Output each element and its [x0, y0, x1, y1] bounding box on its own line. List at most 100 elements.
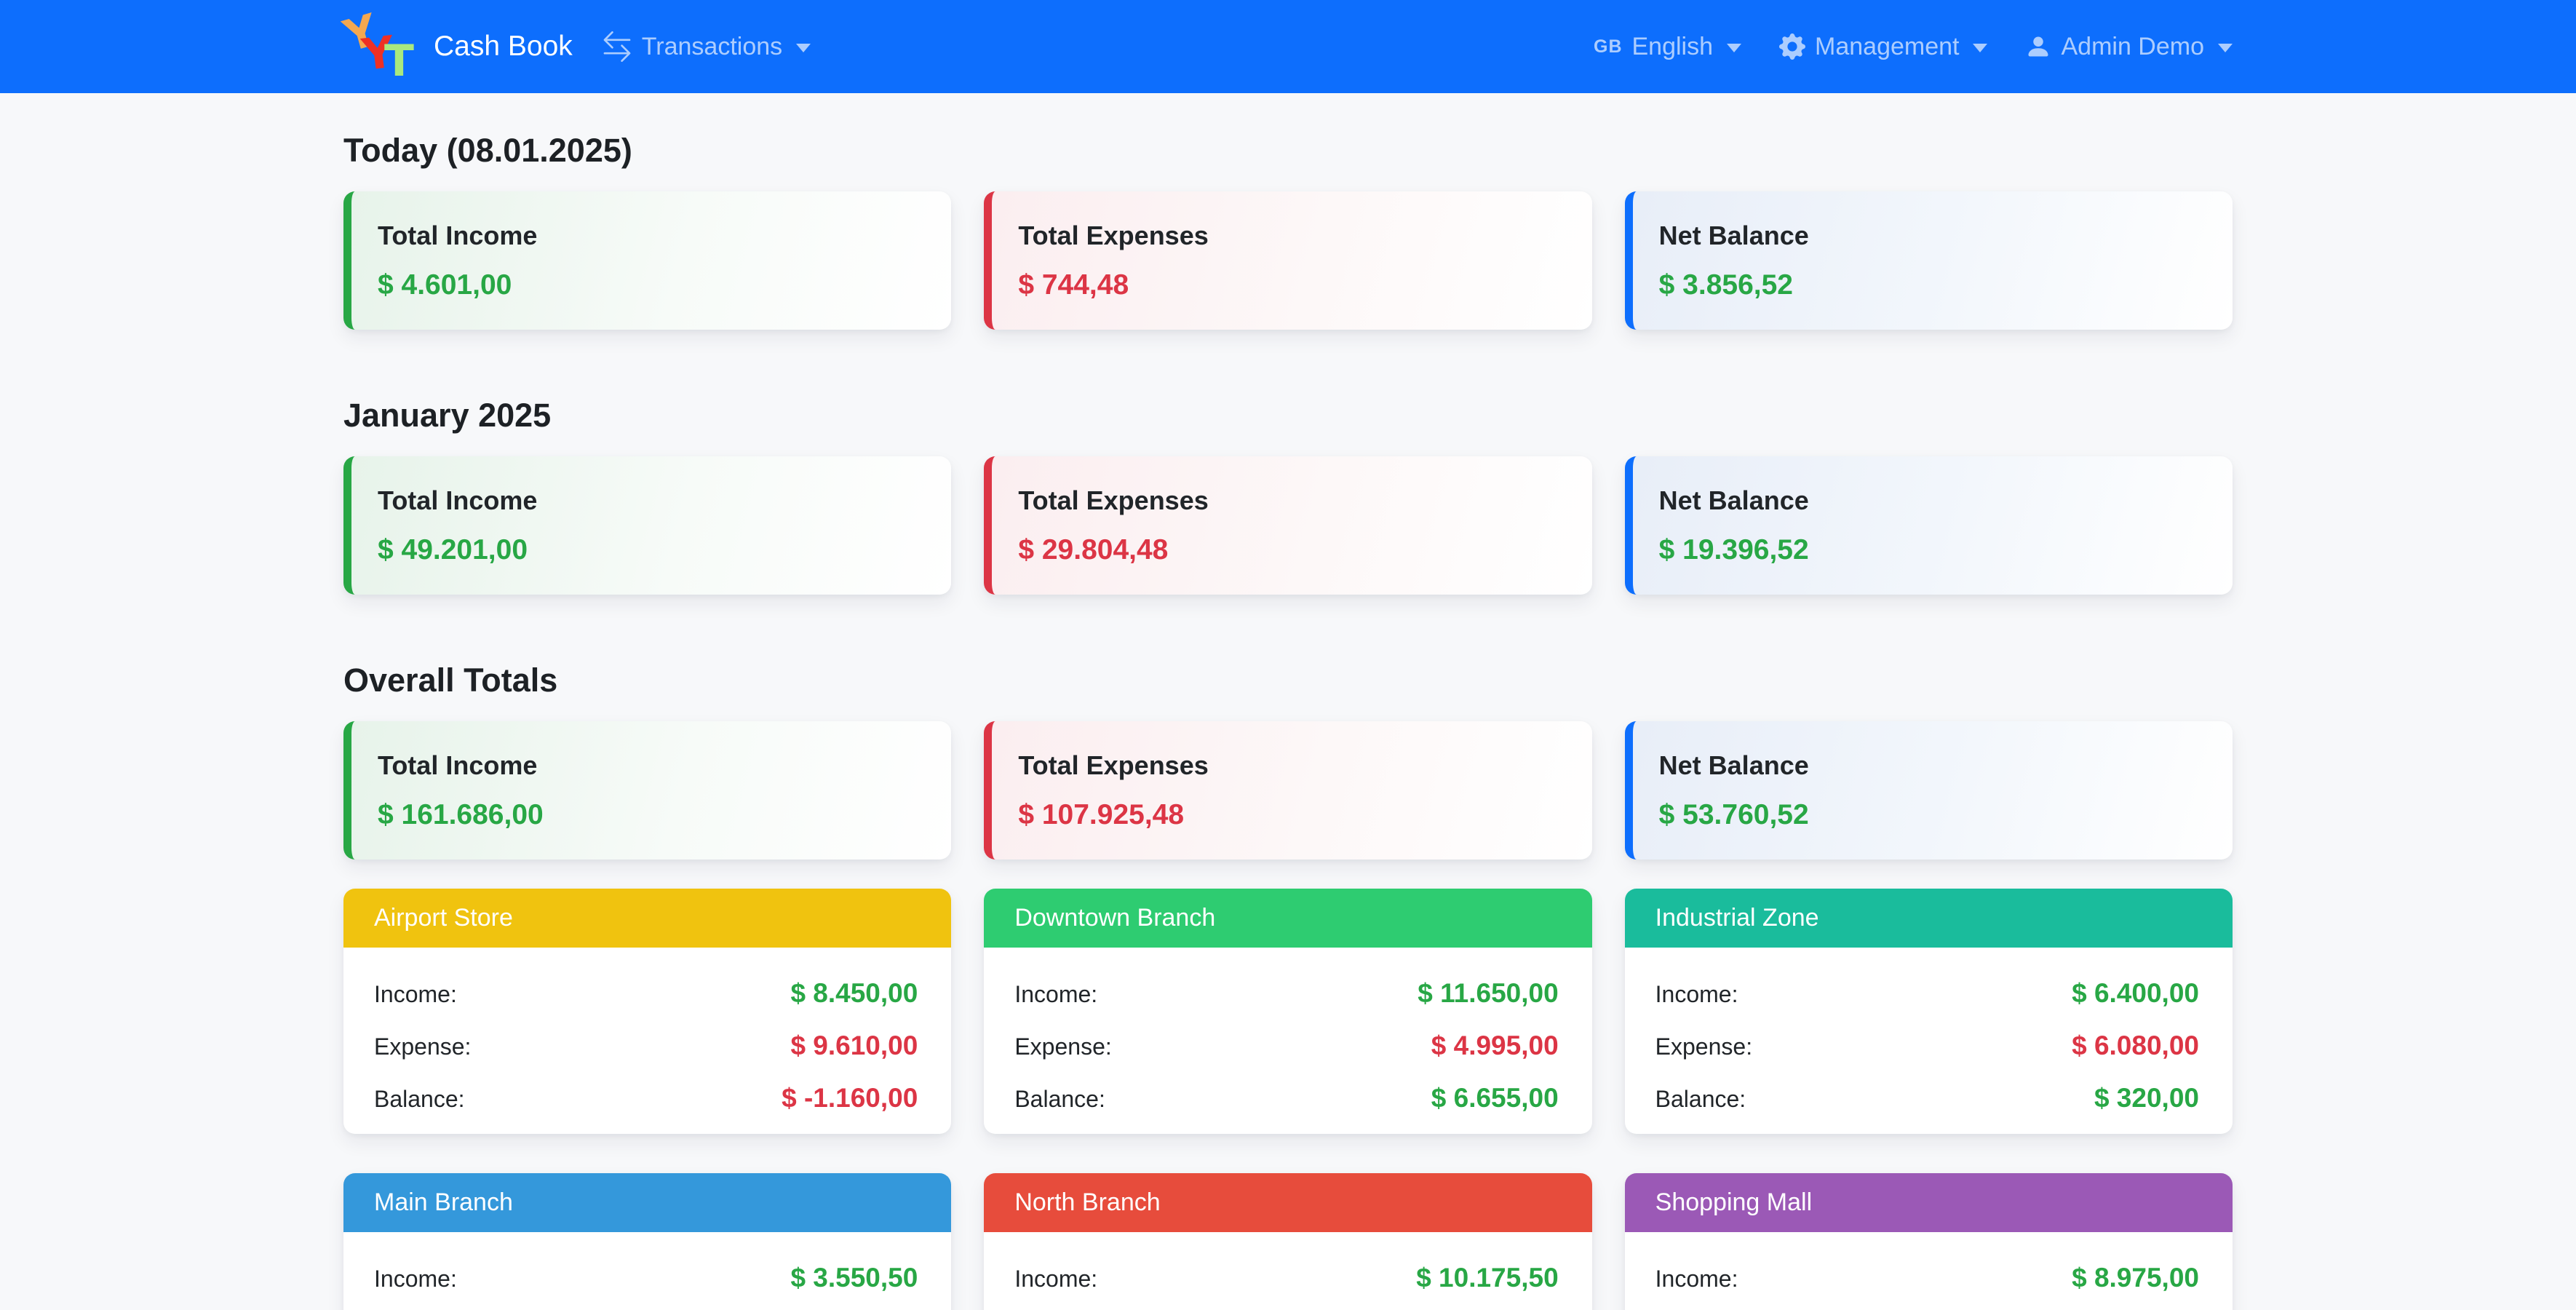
transactions-label: Transactions: [641, 32, 783, 60]
section-month: January 2025 Total Income $ 49.201,00 To…: [343, 397, 2233, 595]
income-value: $ 11.650,00: [1418, 978, 1559, 1008]
income-row: Income: $ 8.975,00: [1655, 1263, 2199, 1293]
balance-label: Balance:: [1014, 1086, 1105, 1112]
card-title: Total Expenses: [1018, 750, 1209, 780]
branch-card-downtown-branch: Downtown Branch Income: $ 11.650,00 Expe…: [984, 889, 1592, 1134]
chevron-down-icon: [2218, 44, 2233, 52]
management-dropdown[interactable]: Management: [1779, 32, 1988, 61]
chevron-down-icon: [1727, 44, 1742, 52]
income-label: Income:: [1655, 981, 1738, 1007]
section-heading-month: January 2025: [343, 397, 552, 434]
balance-value: $ 6.655,00: [1431, 1083, 1559, 1113]
card-title: Total Income: [378, 485, 538, 515]
income-value: $ 10.175,50: [1416, 1263, 1559, 1293]
income-value: $ 3.550,50: [790, 1263, 918, 1293]
section-heading-today: Today (08.01.2025): [343, 132, 632, 169]
app-logo-icon: Y Y T: [338, 4, 414, 87]
income-label: Income:: [1014, 981, 1098, 1007]
expense-row: Expense: $ 4.995,00: [1014, 1031, 1558, 1061]
income-label: Income:: [1655, 1266, 1738, 1292]
section-today: Today (08.01.2025) Total Income $ 4.601,…: [343, 132, 2233, 330]
card-value: $ 53.760,52: [1658, 799, 1809, 830]
overall-net-balance-card: Net Balance $ 53.760,52: [1624, 721, 2233, 860]
expense-value: $ 9.610,00: [790, 1031, 918, 1060]
income-row: Income: $ 11.650,00: [1014, 978, 1558, 1009]
gear-icon: [1779, 33, 1806, 60]
income-value: $ 6.400,00: [2072, 978, 2199, 1008]
branch-header: Main Branch: [343, 1173, 952, 1232]
balance-row: Balance: $ -1.160,00: [374, 1083, 918, 1114]
balance-label: Balance:: [374, 1086, 465, 1112]
card-value: $ 29.804,48: [1018, 534, 1169, 565]
income-label: Income:: [374, 1266, 457, 1292]
income-value: $ 8.975,00: [2072, 1263, 2199, 1293]
card-value: $ 19.396,52: [1658, 534, 1809, 565]
overall-total-expenses-card: Total Expenses $ 107.925,48: [984, 721, 1592, 860]
expense-row: Expense: $ 9.610,00: [374, 1031, 918, 1061]
income-row: Income: $ 10.175,50: [1014, 1263, 1558, 1293]
branch-card-shopping-mall: Shopping Mall Income: $ 8.975,00: [1624, 1173, 2233, 1310]
branch-header: North Branch: [984, 1173, 1592, 1232]
expense-label: Expense:: [1014, 1033, 1112, 1060]
user-label: Admin Demo: [2061, 32, 2204, 60]
card-title: Net Balance: [1658, 485, 1809, 515]
language-label: English: [1631, 32, 1714, 60]
branch-header: Airport Store: [343, 889, 952, 948]
today-total-expenses-card: Total Expenses $ 744,48: [984, 191, 1592, 330]
transactions-dropdown[interactable]: Transactions: [602, 31, 811, 62]
management-label: Management: [1815, 32, 1960, 60]
section-overall: Overall Totals Total Income $ 161.686,00…: [343, 662, 2233, 1310]
income-label: Income:: [1014, 1266, 1098, 1292]
dashboard-content: Today (08.01.2025) Total Income $ 4.601,…: [343, 93, 2233, 1310]
expense-value: $ 6.080,00: [2072, 1031, 2199, 1060]
expense-label: Expense:: [374, 1033, 472, 1060]
branch-card-airport-store: Airport Store Income: $ 8.450,00 Expense…: [343, 889, 952, 1134]
balance-label: Balance:: [1655, 1086, 1746, 1112]
language-dropdown[interactable]: GB English: [1594, 32, 1742, 61]
branch-card-north-branch: North Branch Income: $ 10.175,50: [984, 1173, 1592, 1310]
card-title: Total Income: [378, 221, 538, 250]
card-value: $ 49.201,00: [378, 534, 528, 565]
swap-arrows-icon: [603, 31, 631, 62]
card-value: $ 3.856,52: [1658, 269, 1793, 301]
branches-grid: Airport Store Income: $ 8.450,00 Expense…: [343, 889, 2233, 1310]
language-code-badge: GB: [1594, 36, 1623, 57]
expense-row: Expense: $ 6.080,00: [1655, 1031, 2199, 1061]
card-value: $ 4.601,00: [378, 269, 512, 301]
card-value: $ 161.686,00: [378, 799, 544, 830]
card-title: Net Balance: [1658, 221, 1809, 250]
card-title: Total Income: [378, 750, 538, 780]
income-value: $ 8.450,00: [790, 978, 918, 1008]
card-title: Total Expenses: [1018, 485, 1209, 515]
branch-header: Shopping Mall: [1624, 1173, 2233, 1232]
card-value: $ 107.925,48: [1018, 799, 1185, 830]
top-navbar: Y Y T Cash Book Transactions GB English: [0, 0, 2576, 93]
today-net-balance-card: Net Balance $ 3.856,52: [1624, 191, 2233, 330]
chevron-down-icon: [796, 44, 811, 52]
brand-title: Cash Book: [434, 31, 573, 62]
expense-value: $ 4.995,00: [1431, 1031, 1559, 1060]
balance-value: $ 320,00: [2094, 1083, 2199, 1113]
month-total-income-card: Total Income $ 49.201,00: [343, 456, 952, 595]
branch-header: Industrial Zone: [1624, 889, 2233, 948]
brand[interactable]: Y Y T Cash Book: [338, 4, 573, 87]
chevron-down-icon: [1973, 44, 1988, 52]
income-row: Income: $ 6.400,00: [1655, 978, 2199, 1009]
user-dropdown[interactable]: Admin Demo: [2025, 33, 2233, 61]
income-label: Income:: [374, 981, 457, 1007]
branch-card-industrial-zone: Industrial Zone Income: $ 6.400,00 Expen…: [1624, 889, 2233, 1134]
month-net-balance-card: Net Balance $ 19.396,52: [1624, 456, 2233, 595]
card-title: Total Expenses: [1018, 221, 1209, 250]
card-title: Net Balance: [1658, 750, 1809, 780]
expense-label: Expense:: [1655, 1033, 1753, 1060]
branch-card-main-branch: Main Branch Income: $ 3.550,50: [343, 1173, 952, 1310]
branch-header: Downtown Branch: [984, 889, 1592, 948]
person-icon: [2028, 36, 2048, 57]
balance-row: Balance: $ 320,00: [1655, 1083, 2199, 1114]
today-total-income-card: Total Income $ 4.601,00: [343, 191, 952, 330]
overall-total-income-card: Total Income $ 161.686,00: [343, 721, 952, 860]
section-heading-overall: Overall Totals: [343, 662, 558, 699]
card-value: $ 744,48: [1018, 269, 1129, 301]
income-row: Income: $ 3.550,50: [374, 1263, 918, 1293]
balance-value: $ -1.160,00: [782, 1083, 918, 1113]
